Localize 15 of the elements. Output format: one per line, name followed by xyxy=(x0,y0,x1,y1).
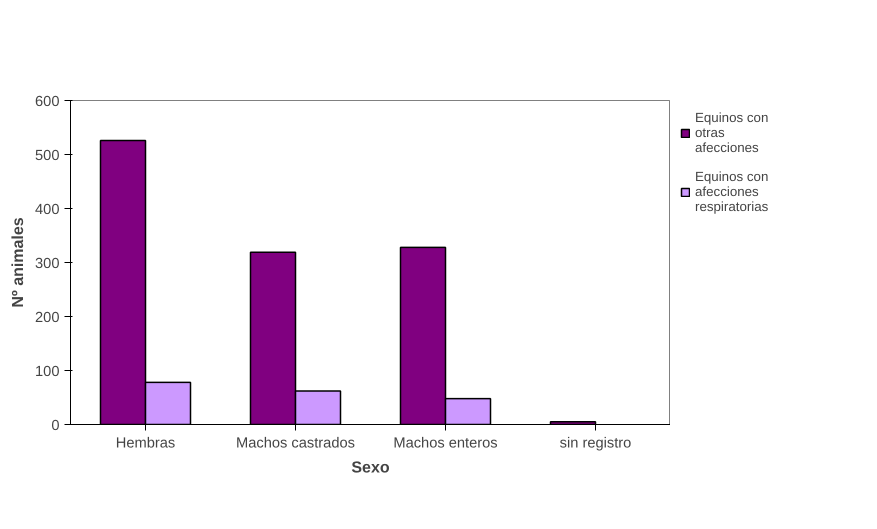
y-tick-label: 0 xyxy=(51,418,60,434)
x-tick-label: sin registro xyxy=(560,436,632,452)
y-axis-title: Nº animales xyxy=(10,217,28,308)
y-tick-label: 200 xyxy=(35,310,60,326)
y-tick-label: 500 xyxy=(35,148,60,164)
legend-label: Equinos con otras afecciones xyxy=(695,110,768,155)
x-axis-title: Sexo xyxy=(351,460,390,476)
y-tick-label: 400 xyxy=(35,202,60,218)
y-tick-label: 300 xyxy=(35,256,60,272)
x-tick-label: Hembras xyxy=(116,436,176,452)
x-tick-label: Machos enteros xyxy=(393,436,498,452)
legend-label: Equinos con afecciones respiratorias xyxy=(695,169,768,214)
y-tick-label: 100 xyxy=(35,364,60,380)
x-tick-label: Machos castrados xyxy=(236,436,355,452)
y-tick-label: 600 xyxy=(35,94,60,110)
